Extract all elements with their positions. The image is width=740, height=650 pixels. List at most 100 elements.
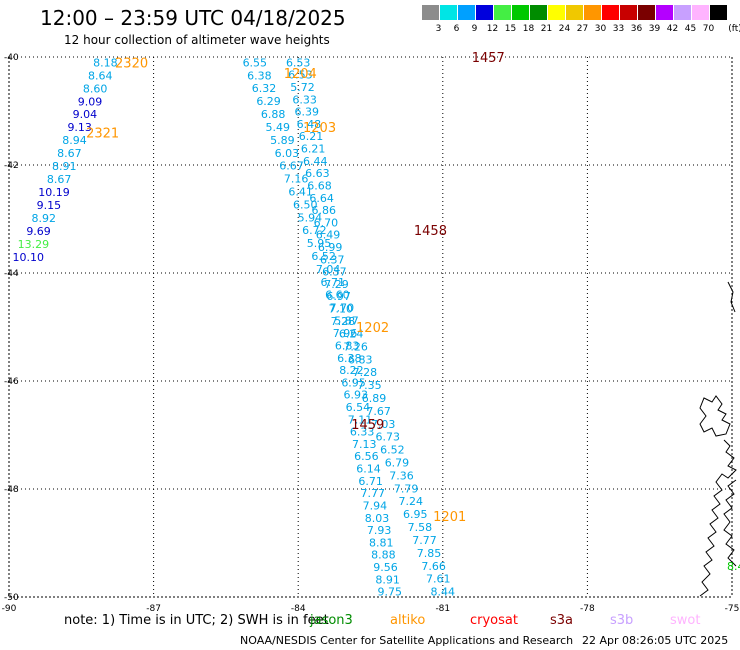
lon-tick-label: -81	[435, 604, 450, 614]
wave-height-value: 8.88	[371, 549, 396, 562]
lon-tick-label: -87	[146, 604, 161, 614]
wave-height-value: 6.99	[318, 241, 343, 254]
wave-height-value: 7.70	[330, 302, 355, 315]
footnote: note: 1) Time is in UTC; 2) SWH is in fe…	[64, 613, 329, 628]
wave-height-value: 8.67	[47, 173, 72, 186]
wave-height-value: 6.53	[286, 56, 311, 69]
wave-height-value: 7.77	[360, 487, 385, 500]
satellite-name: s3b	[610, 613, 634, 628]
wave-height-value: 7.10	[329, 303, 354, 316]
wave-height-value: 6.44	[303, 155, 328, 168]
wave-height-value: 6.64	[309, 192, 334, 205]
pass-time-label: 1459	[351, 418, 384, 433]
pass-time-label: 1204	[284, 67, 317, 82]
wave-height-value: 6.41	[288, 185, 313, 198]
wave-height-value: 7.28	[353, 366, 378, 379]
wave-height-value: 6.95	[341, 376, 366, 389]
legend-swatch	[656, 5, 673, 20]
wave-height-value: 5.89	[270, 134, 295, 147]
pass-time-label: 2321	[86, 127, 119, 142]
wave-height-value: 6.93	[343, 389, 368, 402]
legend-label: 36	[630, 24, 643, 34]
legend-swatch	[566, 5, 583, 20]
wave-height-value: 8.18	[93, 56, 118, 69]
wave-height-value: 6.63	[305, 167, 330, 180]
wave-height-value: 6.14	[356, 463, 381, 476]
legend-unit: (ft)	[728, 24, 740, 34]
lat-tick-label: -40	[4, 53, 19, 63]
lon-tick-label: -78	[580, 604, 595, 614]
legend-label: 6	[453, 24, 460, 34]
wave-height-value: 10.19	[38, 186, 70, 199]
lat-tick-label: -44	[4, 269, 19, 279]
wave-height-value: 6.55	[243, 56, 268, 69]
pass-time-labels: 2320 1204 1457 1203 2321 1458 1202 1459 1201	[86, 51, 505, 525]
wave-height-value: 8.64	[88, 69, 113, 82]
pass-time-label: 2320	[115, 56, 148, 71]
wave-height-value: 10.10	[13, 251, 45, 264]
wave-height-value: 6.52	[311, 250, 336, 263]
wave-height-value: 6.24	[339, 327, 364, 340]
legend-swatch	[602, 5, 619, 20]
legend-swatch	[512, 5, 529, 20]
legend-swatch	[440, 5, 457, 20]
wave-height-value: 7.24	[398, 495, 423, 508]
lon-tick-label: -75	[725, 604, 740, 614]
lat-tick-label: -48	[4, 485, 19, 495]
wave-height-value: 8.81	[369, 536, 394, 549]
wave-height-value: 6.21	[299, 130, 324, 143]
wave-height-value: 7.67	[366, 405, 391, 418]
wave-height-value: 6.38	[247, 69, 272, 82]
wave-height-value: 6.70	[314, 216, 339, 229]
wave-height-value: 6.48	[297, 118, 322, 131]
legend-swatch	[692, 5, 709, 20]
wave-height-value: 8.94	[62, 134, 87, 147]
wave-height-value: 6.83	[335, 339, 360, 352]
wave-height-value: 9.75	[378, 586, 403, 599]
coastline	[699, 281, 737, 597]
wave-height-value: 9.13	[67, 121, 92, 134]
wave-height-value: 7.28	[331, 315, 356, 328]
wave-height-value: 8.91	[52, 160, 77, 173]
pass-time-label: 1203	[303, 121, 336, 136]
pass-time-label: 1201	[433, 510, 466, 525]
wave-height-value: 6.50	[293, 198, 318, 211]
lon-tick-label: -84	[291, 604, 306, 614]
wave-height-value: 7.03	[371, 418, 396, 431]
wave-height-value: 9.09	[78, 95, 103, 108]
wave-height-value: 8.44	[431, 586, 456, 599]
wave-height-value: 7.93	[367, 524, 392, 537]
wave-height-value: 5.95	[307, 237, 332, 250]
legend-label: 3	[435, 24, 442, 34]
wave-height-value: 8.03	[365, 512, 390, 525]
axis-labels: -90 -87 -84 -81 -78 -75 -40 -42 -44 -46 -48 -50	[2, 53, 740, 614]
legend-label: 15	[504, 24, 517, 34]
wave-height-value: 7.61	[426, 573, 451, 586]
legend-swatch	[710, 5, 727, 20]
wave-height-value: 6.37	[322, 266, 347, 279]
wave-height-value: 6.29	[256, 95, 281, 108]
legend-label: 39	[648, 24, 661, 34]
wave-height-value: 7.16	[284, 173, 309, 186]
legend-label: 45	[684, 24, 697, 34]
wave-height-value: 6.52	[380, 444, 405, 457]
legend-label: 12	[486, 24, 499, 34]
plot-frame	[8, 56, 733, 598]
legend-label: 30	[594, 24, 607, 34]
wave-height-value: 6.03	[275, 147, 300, 160]
wave-height-value: 6.71	[321, 276, 346, 289]
wave-height-value: 7.58	[408, 521, 433, 534]
wave-height-value: 8.91	[375, 573, 400, 586]
wave-height-value: 6.73	[376, 431, 401, 444]
legend-swatch	[476, 5, 493, 20]
legend-swatch	[530, 5, 547, 20]
wave-height-value: 7.13	[352, 438, 377, 451]
wave-height-value: 6.33	[350, 426, 375, 439]
satellite-name: cryosat	[470, 613, 518, 628]
legend-label: 24	[558, 24, 571, 34]
wave-height-value: 7.94	[363, 499, 388, 512]
wave-height-value: 8.22	[339, 364, 364, 377]
wave-height-value: 6.21	[301, 143, 326, 156]
wave-height-value: 6.88	[261, 108, 286, 121]
